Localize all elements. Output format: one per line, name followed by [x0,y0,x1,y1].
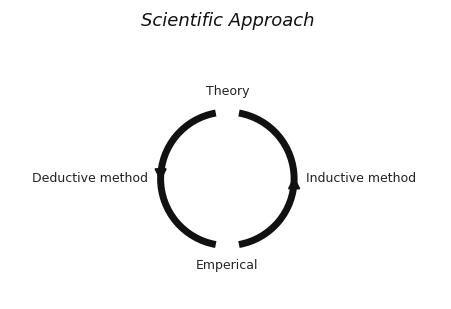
Text: Emperical: Emperical [196,259,258,272]
Text: Scientific Approach: Scientific Approach [140,12,313,30]
Text: Inductive method: Inductive method [306,172,415,185]
Text: Theory: Theory [205,85,249,98]
Text: Deductive method: Deductive method [32,172,148,185]
